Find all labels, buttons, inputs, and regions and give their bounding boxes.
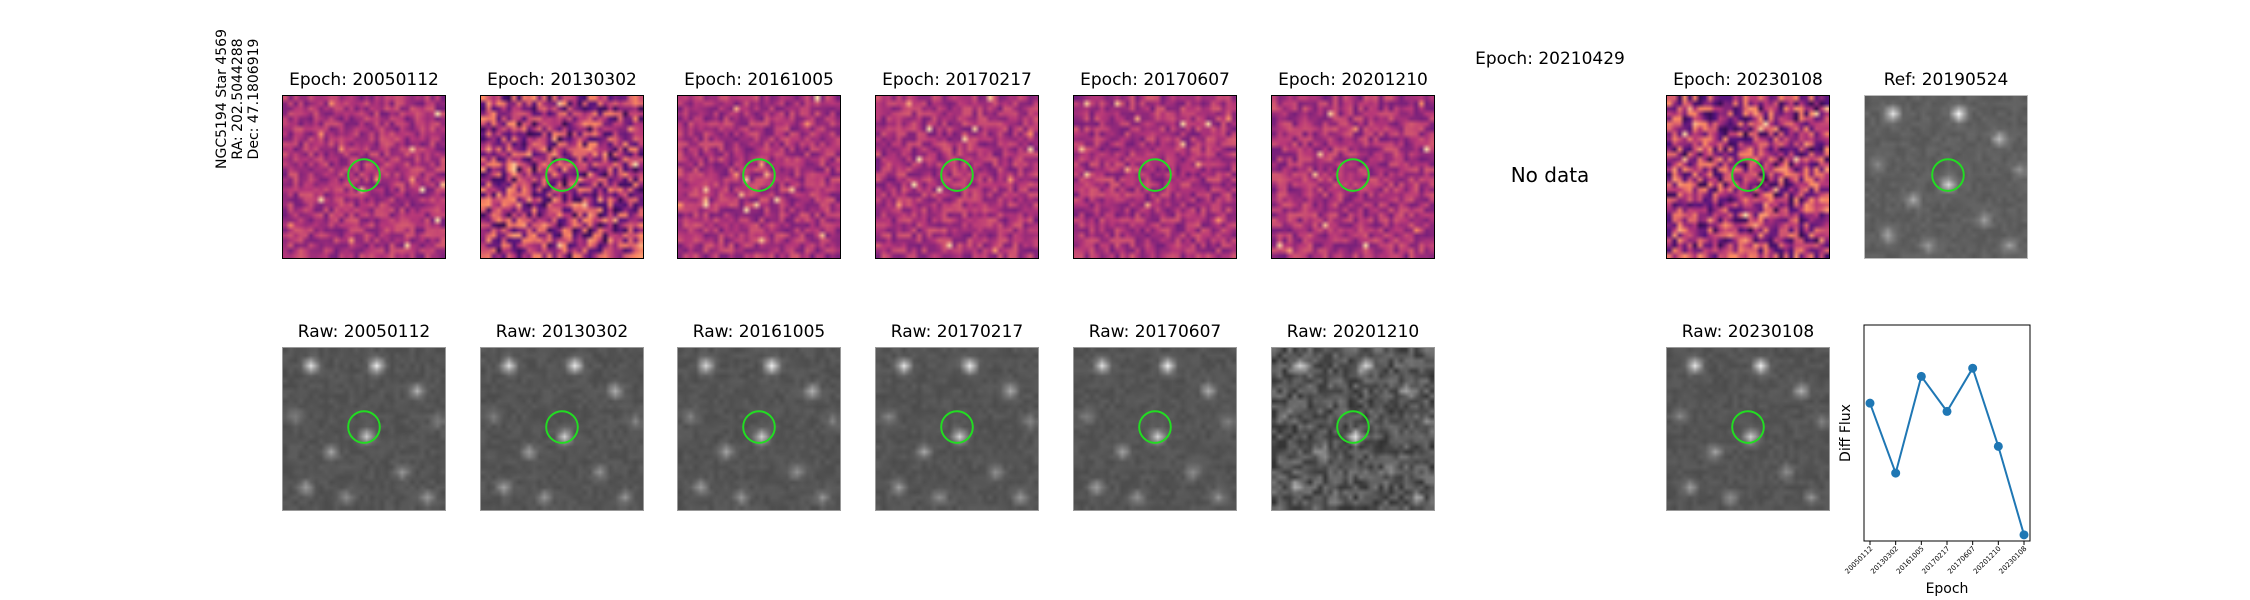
target-circle — [545, 410, 579, 444]
series-line — [1869, 365, 2025, 536]
target-circle — [347, 158, 381, 192]
diff-flux-light-curve: 2005011220130302201610052017021720170607… — [1838, 324, 2031, 597]
star-dec: Dec: 47.1806919 — [246, 38, 262, 160]
target-circle — [1336, 410, 1370, 444]
x-ticks: 2005011220130302201610052017021720170607… — [1844, 541, 2029, 576]
y-axis-label: Diff Flux — [1838, 404, 1854, 462]
diff-image-6 — [1271, 95, 1435, 259]
target-circle — [1731, 158, 1765, 192]
diff-title-2: Epoch: 20130302 — [487, 70, 637, 90]
target-circle — [940, 158, 974, 192]
diff-image-5 — [1073, 95, 1237, 259]
no-data-text: No data — [1510, 163, 1590, 187]
reference-image — [1864, 95, 2028, 259]
raw-image-2 — [480, 347, 644, 511]
raw-image-7 — [1666, 347, 1830, 511]
diff-image-2 — [480, 95, 644, 259]
diff-image-8 — [1666, 95, 1830, 259]
raw-image-5 — [1073, 347, 1237, 511]
series-points — [1865, 363, 2029, 540]
target-circle — [1138, 158, 1172, 192]
diff-title-4: Epoch: 20170217 — [882, 70, 1032, 90]
raw-title-3: Raw: 20161005 — [692, 322, 826, 342]
ref-title: Ref: 20190524 — [1883, 70, 2009, 90]
raw-title-4: Raw: 20170217 — [890, 322, 1024, 342]
target-circle — [742, 410, 776, 444]
target-circle — [347, 410, 381, 444]
data-point-20161005 — [1916, 371, 1926, 381]
x-axis-label: Epoch — [1926, 581, 1969, 597]
raw-image-1 — [282, 347, 446, 511]
diff-image-4 — [875, 95, 1039, 259]
raw-title-5: Raw: 20170607 — [1088, 322, 1222, 342]
data-point-20230108 — [2019, 530, 2029, 540]
diff-title-3: Epoch: 20161005 — [684, 70, 834, 90]
diff-title-5: Epoch: 20170607 — [1080, 70, 1230, 90]
raw-image-6 — [1271, 347, 1435, 511]
diff-title-6: Epoch: 20201210 — [1278, 70, 1428, 90]
star-info-label: NGC5194 Star 4569 RA: 202.5044288 Dec: 4… — [214, 24, 262, 174]
raw-title-2: Raw: 20130302 — [495, 322, 629, 342]
target-circle — [1138, 410, 1172, 444]
raw-image-3 — [677, 347, 841, 511]
star-ra: RA: 202.5044288 — [230, 38, 246, 160]
data-point-20201210 — [1993, 441, 2003, 451]
star-name: NGC5194 Star 4569 — [214, 29, 230, 169]
x-tick-label: 20230108 — [1998, 545, 2029, 576]
raw-title-7: Raw: 20230108 — [1681, 322, 1815, 342]
plot-frame — [1863, 324, 2031, 542]
diff-image-1 — [282, 95, 446, 259]
target-circle — [1336, 158, 1370, 192]
diff-title-1: Epoch: 20050112 — [289, 70, 439, 90]
data-point-20050112 — [1865, 398, 1875, 408]
raw-image-4 — [875, 347, 1039, 511]
diff-title-7: Epoch: 20210429 — [1475, 49, 1625, 69]
diff-title-8: Epoch: 20230108 — [1673, 70, 1823, 90]
target-circle — [1931, 158, 1965, 192]
target-circle — [940, 410, 974, 444]
raw-title-6: Raw: 20201210 — [1286, 322, 1420, 342]
data-point-20170607 — [1968, 363, 1978, 373]
target-circle — [1731, 410, 1765, 444]
target-circle — [742, 158, 776, 192]
raw-title-1: Raw: 20050112 — [297, 322, 431, 342]
data-point-20130302 — [1891, 468, 1901, 478]
diff-image-3 — [677, 95, 841, 259]
target-circle — [545, 158, 579, 192]
data-point-20170217 — [1942, 406, 1952, 416]
